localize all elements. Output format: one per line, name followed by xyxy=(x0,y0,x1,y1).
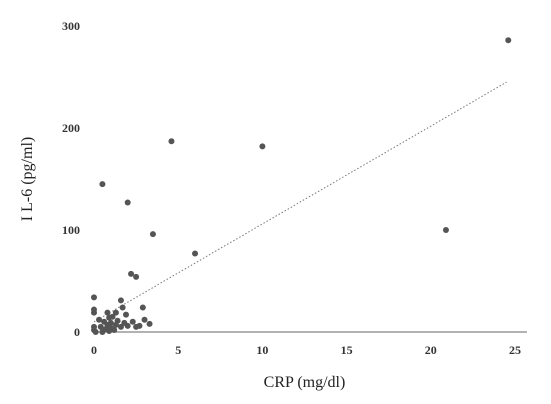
data-point xyxy=(104,309,111,316)
data-point xyxy=(117,323,124,330)
y-tick-label: 100 xyxy=(62,223,80,237)
x-tick-label: 25 xyxy=(509,343,521,357)
data-point xyxy=(107,319,114,326)
x-tick-label: 20 xyxy=(425,343,437,357)
data-point xyxy=(168,138,175,145)
data-point xyxy=(259,143,266,150)
x-tick-label: 5 xyxy=(175,343,181,357)
x-tick-label: 10 xyxy=(256,343,268,357)
data-point xyxy=(124,322,131,329)
data-point xyxy=(146,320,153,327)
data-point xyxy=(136,322,143,329)
data-point xyxy=(192,250,199,257)
x-tick-label: 15 xyxy=(341,343,353,357)
data-point xyxy=(133,273,140,280)
data-point xyxy=(505,37,512,44)
y-axis-ticks: 0 100 200 300 xyxy=(62,19,80,339)
trendline xyxy=(93,81,507,323)
data-point xyxy=(124,199,131,206)
data-point xyxy=(119,304,126,311)
data-points xyxy=(91,37,512,335)
data-point xyxy=(91,309,97,316)
data-point xyxy=(129,318,136,325)
x-tick-label: 0 xyxy=(91,343,97,357)
data-point xyxy=(117,297,124,304)
y-axis-label: I L-6 (pg/ml) xyxy=(19,137,36,221)
x-axis-ticks: 0 5 10 15 20 25 xyxy=(91,343,521,357)
data-point xyxy=(139,304,146,311)
x-axis-label: CRP (mg/dl) xyxy=(264,374,346,391)
y-tick-label: 200 xyxy=(62,121,80,135)
data-point xyxy=(111,326,118,333)
data-point xyxy=(128,270,135,277)
data-point xyxy=(99,181,106,188)
data-point xyxy=(141,316,148,323)
y-tick-label: 300 xyxy=(62,19,80,33)
data-point xyxy=(92,329,99,335)
data-point xyxy=(442,227,449,233)
data-point xyxy=(114,317,121,324)
data-point xyxy=(112,309,119,316)
data-point xyxy=(149,231,156,238)
data-point xyxy=(91,294,97,301)
data-point xyxy=(97,323,104,330)
data-point xyxy=(96,316,103,323)
data-point xyxy=(122,311,129,318)
data-point xyxy=(109,313,116,320)
y-tick-label: 0 xyxy=(74,325,80,339)
